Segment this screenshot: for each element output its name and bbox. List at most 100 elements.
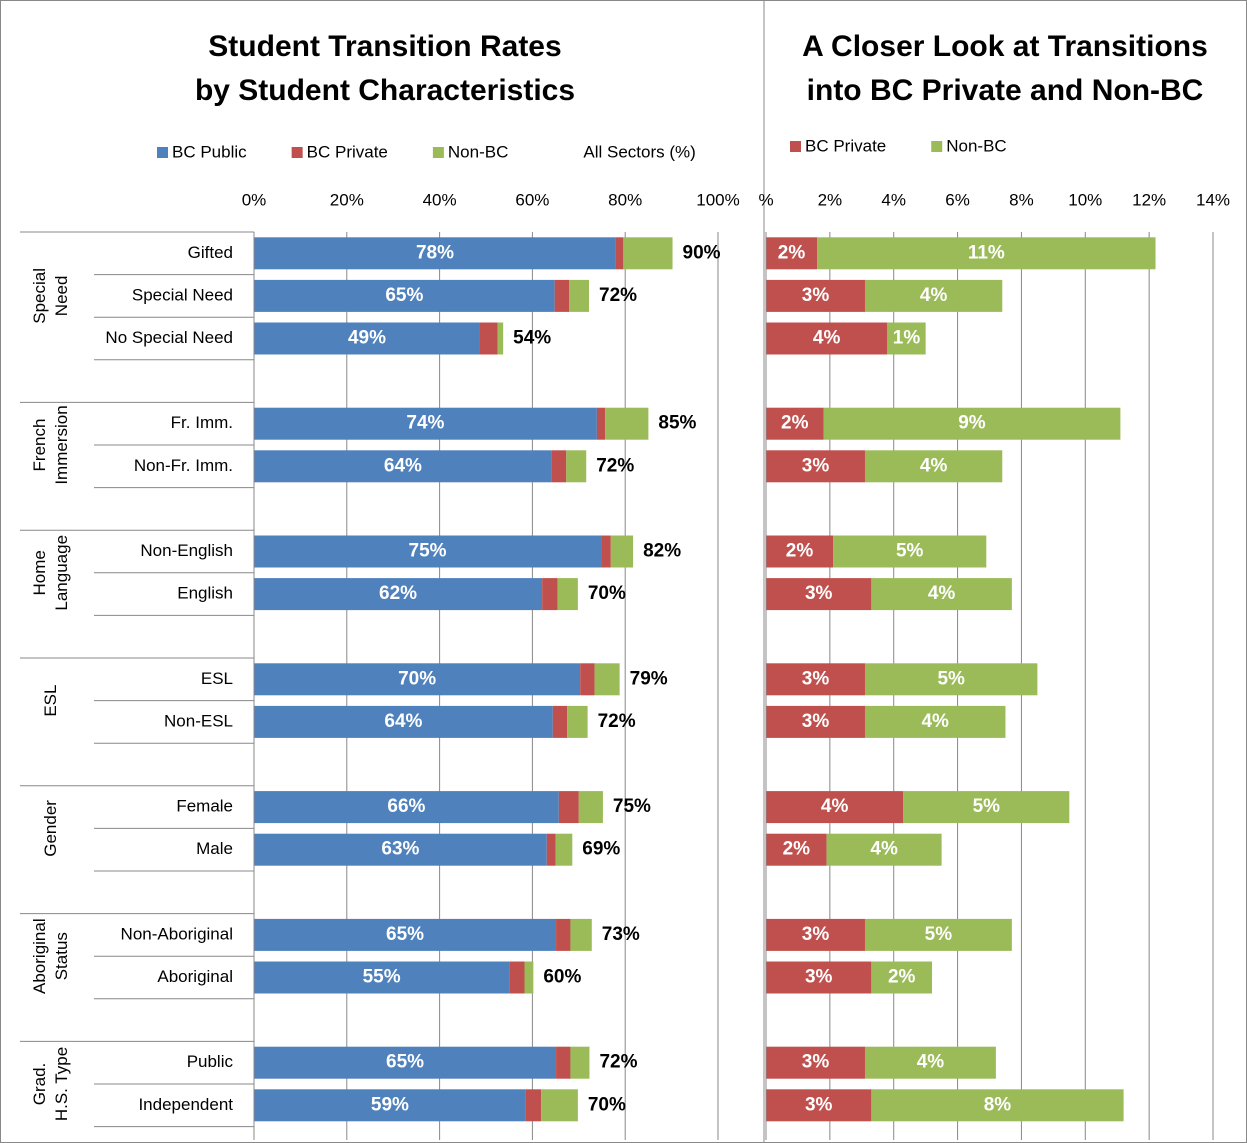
bar-segment [864, 450, 1003, 483]
legend-label: All Sectors (%) [583, 142, 695, 161]
value-label: 4% [928, 583, 956, 604]
bar-segment [254, 833, 547, 866]
total-label: 72% [599, 1052, 637, 1073]
value-label: 8% [984, 1094, 1012, 1115]
total-label: 73% [602, 924, 640, 945]
value-label: 3% [802, 711, 830, 732]
bar-segment [254, 1089, 526, 1122]
category-label: Fr. Imm. [171, 413, 233, 432]
bar-segment [542, 578, 558, 611]
value-label: 59% [371, 1094, 409, 1115]
legend-swatch [931, 141, 943, 152]
x-tick-label: 20% [330, 190, 364, 209]
bar-segment [567, 705, 588, 738]
bar-segment [594, 663, 620, 696]
bar-segment [623, 237, 673, 270]
chart-title: A Closer Look at Transitions [802, 30, 1208, 63]
value-label: 70% [398, 668, 436, 689]
bar-segment [766, 578, 872, 611]
bar-segment [615, 237, 624, 270]
legend-label: Non-BC [946, 136, 1006, 155]
bar-segment [871, 1089, 1124, 1122]
group-label-line: Gender [41, 800, 60, 857]
category-label: No Special Need [105, 328, 233, 347]
total-label: 72% [598, 711, 636, 732]
value-label: 2% [778, 242, 806, 263]
value-label: 78% [416, 242, 454, 263]
value-label: 62% [379, 583, 417, 604]
bar-segment [552, 705, 568, 738]
bar-segment [864, 279, 1003, 312]
bar-segment [766, 663, 865, 696]
total-label: 60% [543, 967, 581, 988]
category-label: Female [176, 797, 233, 816]
group-label: French Immersion [30, 405, 71, 484]
legend-label: BC Public [172, 142, 247, 161]
group-label: Home Language [30, 535, 71, 611]
bar-segment [497, 322, 504, 355]
x-tick-label: 60% [515, 190, 549, 209]
value-label: 3% [802, 1052, 830, 1073]
group-label-line: Aboriginal [30, 918, 49, 994]
value-label: 11% [968, 242, 1005, 263]
x-tick-label: 2% [818, 190, 843, 209]
bar-segment [871, 578, 1012, 611]
value-label: 65% [386, 1052, 424, 1073]
total-label: 75% [613, 796, 651, 817]
bar-segment [254, 961, 510, 994]
total-label: 72% [599, 285, 637, 306]
bar-segment [570, 1046, 590, 1079]
group-label: ESL [41, 685, 60, 717]
category-label: Non-Fr. Imm. [134, 456, 233, 475]
bar-segment [864, 663, 1038, 696]
x-tick-label: 8% [1009, 190, 1034, 209]
value-label: 65% [386, 924, 424, 945]
total-label: 54% [513, 328, 551, 349]
bar-segment [766, 535, 834, 568]
bar-segment [569, 279, 590, 312]
total-label: 70% [588, 583, 626, 604]
value-label: 5% [925, 924, 953, 945]
group-label: Grad. H.S. Type [30, 1047, 71, 1121]
bar-segment [566, 450, 587, 483]
bar-segment [766, 961, 872, 994]
bar-segment [254, 535, 602, 568]
bar-segment [580, 663, 595, 696]
bar-segment [766, 791, 904, 824]
x-tick-label: % [758, 190, 773, 209]
bar-segment [766, 705, 865, 738]
bar-segment [578, 791, 603, 824]
bar-segment [254, 918, 557, 951]
bar-segment [887, 322, 926, 355]
group-label: Gender [41, 800, 60, 857]
bar-segment [833, 535, 987, 568]
total-label: 70% [588, 1094, 626, 1115]
group-label-line: Special [30, 268, 49, 324]
bar-segment [864, 918, 1012, 951]
bar-segment [766, 322, 888, 355]
bar-segment [254, 578, 543, 611]
total-label: 85% [658, 413, 696, 434]
bar-segment [605, 407, 649, 440]
total-label: 82% [643, 541, 681, 562]
group-label-line: Need [52, 276, 71, 317]
bar-segment [555, 833, 573, 866]
bar-segment [479, 322, 498, 355]
bar-segment [254, 791, 559, 824]
bar-segment [766, 918, 865, 951]
value-label: 63% [381, 839, 419, 860]
value-label: 3% [805, 967, 833, 988]
category-label: ESL [201, 669, 233, 688]
value-label: 3% [802, 924, 830, 945]
bar-segment [254, 237, 616, 270]
bar-segment [551, 450, 567, 483]
group-label-line: Immersion [52, 405, 71, 484]
value-label: 66% [387, 796, 425, 817]
x-tick-label: 12% [1132, 190, 1166, 209]
category-label: Gifted [188, 243, 233, 262]
legend-swatch [291, 147, 303, 158]
legend-swatch [157, 147, 168, 158]
value-label: 4% [920, 455, 948, 476]
value-label: 2% [781, 413, 809, 434]
group-label-line: H.S. Type [52, 1047, 71, 1121]
